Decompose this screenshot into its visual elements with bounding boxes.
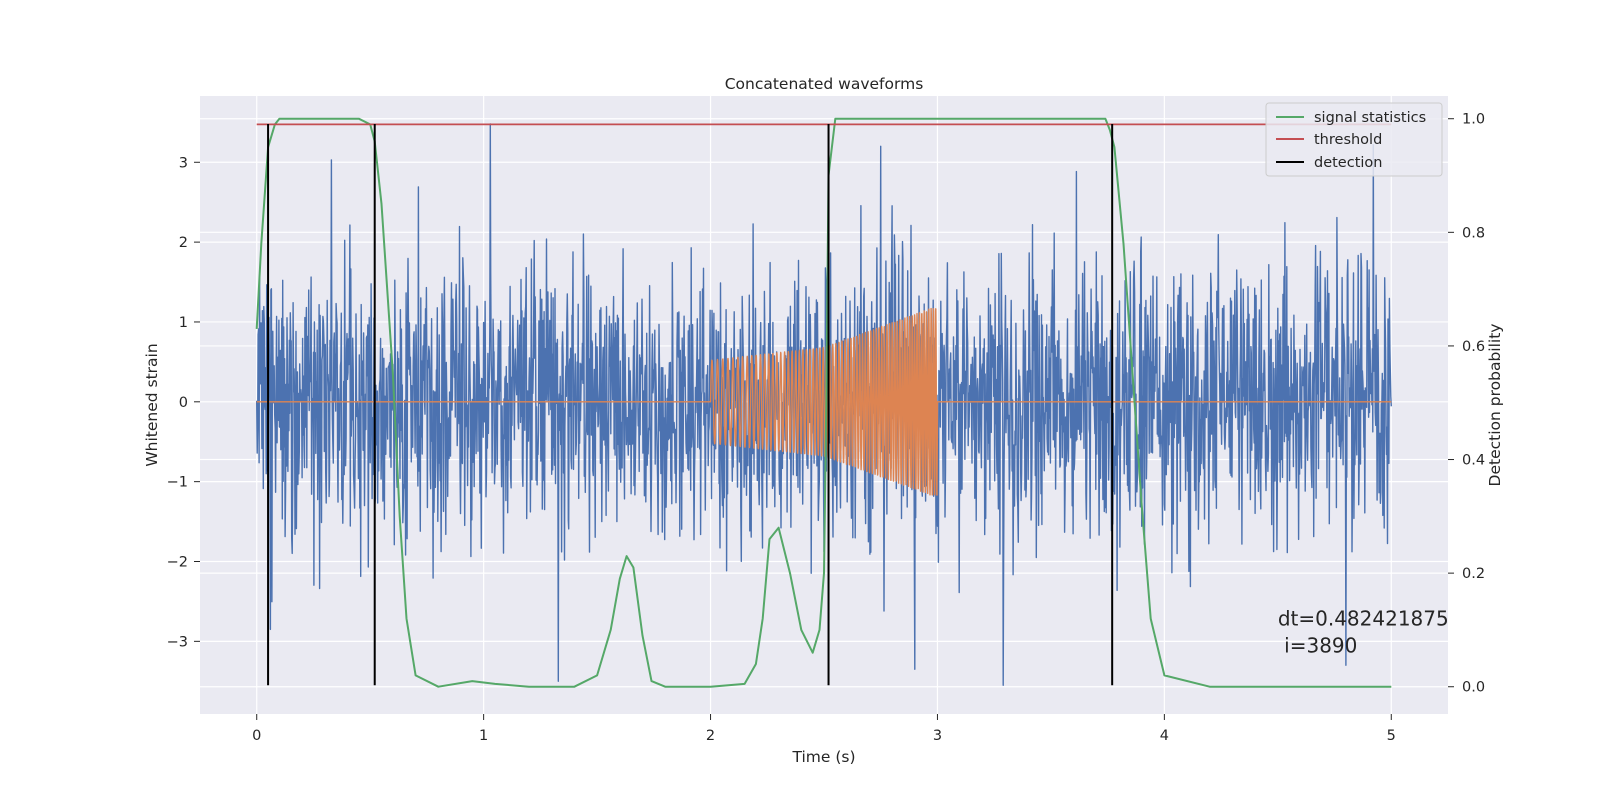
legend: signal statistics threshold detection	[1265, 102, 1443, 177]
x-tick-label: 5	[1387, 728, 1396, 744]
y-tick-label: 2	[179, 235, 188, 251]
x-tick-label: 0	[252, 728, 261, 744]
y-tick-label: −1	[167, 475, 188, 491]
y-axis-label-right: Detection probability	[1486, 324, 1504, 487]
x-axis-label: Time (s)	[791, 748, 855, 766]
y-tick-label: 3	[179, 155, 188, 171]
y-tick-label-right: 0.2	[1462, 566, 1485, 582]
legend-box	[1265, 102, 1443, 177]
series-chirp-line	[256, 307, 1392, 496]
legend-label-threshold: threshold	[1314, 132, 1382, 148]
annotation-i: i=3890	[1278, 633, 1358, 657]
y-tick-label-right: 0.8	[1462, 225, 1485, 241]
y-tick-label: −2	[167, 554, 188, 570]
legend-label-detection: detection	[1314, 155, 1382, 171]
x-tick-label: 3	[933, 728, 942, 744]
series-signal-statistics-line	[255, 117, 1392, 688]
series-layer	[255, 117, 1392, 688]
y-tick-label-right: 0.4	[1462, 453, 1485, 469]
y-tick-label: 0	[179, 395, 188, 411]
annotation-dt: dt=0.482421875	[1278, 606, 1449, 630]
y-axis-label: Whitened strain	[143, 343, 161, 466]
ticks: 0 1 2 3 4 5 −3 −2 −1 0 1 2 3 0.0 0.2 0.4 0.6 0.8 1.0	[167, 112, 1485, 744]
y-tick-label-right: 0.6	[1462, 339, 1485, 355]
legend-label-signal-statistics: signal statistics	[1314, 110, 1426, 126]
y-tick-label-right: 1.0	[1462, 112, 1485, 128]
annotation: dt=0.482421875 i=3890	[1278, 606, 1449, 657]
x-tick-label: 2	[706, 728, 715, 744]
y-tick-label-right: 0.0	[1462, 680, 1485, 696]
y-tick-label: 1	[179, 315, 188, 331]
x-tick-label: 1	[479, 728, 488, 744]
chart-title: Concatenated waveforms	[725, 75, 924, 93]
y-tick-label: −3	[167, 634, 188, 650]
x-tick-label: 4	[1160, 728, 1169, 744]
